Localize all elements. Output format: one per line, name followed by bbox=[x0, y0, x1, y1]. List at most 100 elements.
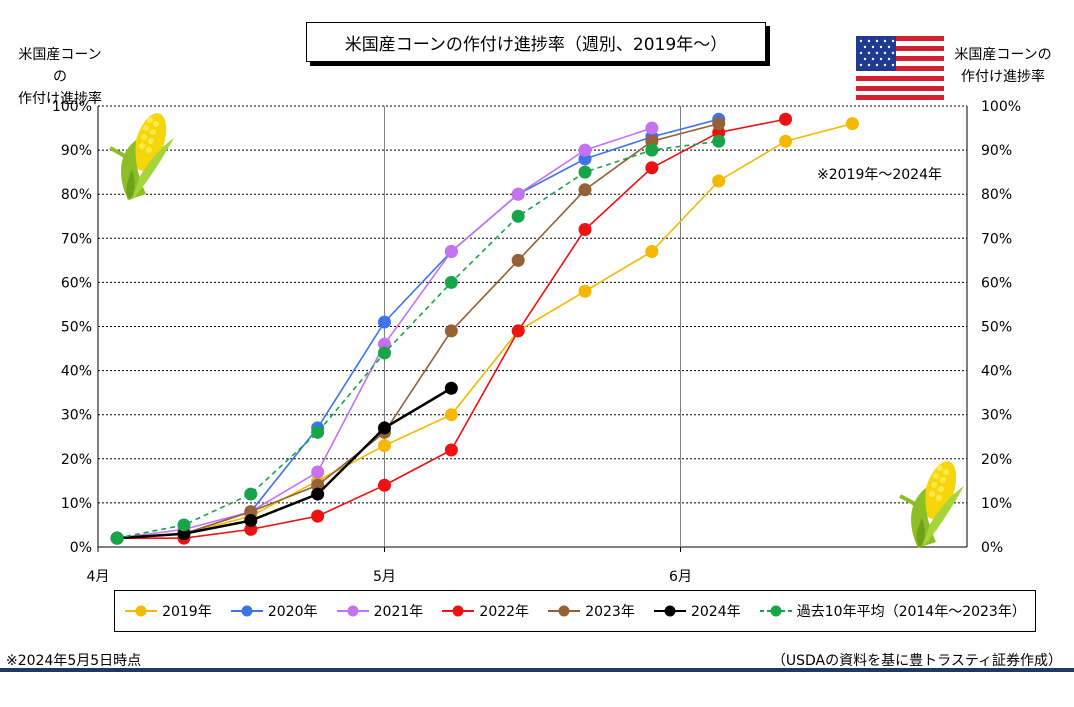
data-point bbox=[578, 183, 592, 197]
corn-icon bbox=[899, 461, 964, 548]
legend-item: 過去10年平均（2014年〜2023年） bbox=[759, 601, 1026, 621]
data-point bbox=[779, 112, 793, 126]
data-point bbox=[311, 509, 325, 523]
y-tick-label-right: 50% bbox=[981, 320, 1012, 336]
y-tick-label-right: 30% bbox=[981, 408, 1012, 424]
legend-swatch bbox=[336, 605, 369, 617]
y-tick-label-left: 50% bbox=[61, 320, 92, 336]
data-point bbox=[377, 315, 391, 329]
series-0 bbox=[110, 117, 859, 545]
y-ticks-left: 0% 10% 20% 30% 40% 50% 60% 70% 80% 90% 100% bbox=[52, 99, 92, 556]
chart-note: ※2019年〜2024年 bbox=[815, 164, 944, 184]
legend-item: 2023年 bbox=[547, 601, 635, 621]
legend-label: 2023年 bbox=[585, 604, 635, 620]
series-4 bbox=[110, 117, 726, 545]
data-point bbox=[645, 143, 659, 157]
series-5 bbox=[110, 381, 458, 545]
legend-label: 2020年 bbox=[267, 604, 318, 620]
data-point bbox=[712, 174, 726, 188]
series-line bbox=[117, 122, 719, 539]
data-point bbox=[311, 465, 325, 479]
data-point bbox=[578, 165, 592, 179]
y-tick-label-right: 80% bbox=[981, 187, 1012, 203]
data-point bbox=[712, 117, 726, 131]
legend-swatch bbox=[230, 605, 263, 617]
series-layer bbox=[110, 112, 859, 545]
data-point bbox=[444, 275, 458, 289]
data-point bbox=[244, 514, 258, 528]
data-point bbox=[511, 253, 525, 267]
data-point bbox=[645, 161, 659, 175]
legend-item: 2024年 bbox=[653, 601, 741, 621]
series-3 bbox=[110, 112, 793, 545]
y-axis-label-right-line1: 米国産コーンの bbox=[954, 47, 1052, 63]
data-point bbox=[578, 284, 592, 298]
data-point bbox=[511, 324, 525, 338]
y-tick-label-left: 30% bbox=[61, 408, 92, 424]
y-axis-label-right-line2: 作付け進捗率 bbox=[961, 69, 1045, 85]
us-flag-icon bbox=[856, 36, 944, 100]
data-point bbox=[645, 245, 659, 259]
series-line bbox=[117, 118, 719, 539]
data-point bbox=[311, 425, 325, 439]
y-axis-label-left-line1: 米国産コーンの bbox=[18, 47, 102, 85]
data-point bbox=[578, 222, 592, 236]
data-point bbox=[444, 381, 458, 395]
legend-item: 2020年 bbox=[230, 601, 318, 621]
series-line bbox=[117, 122, 853, 539]
y-tick-label-left: 70% bbox=[61, 231, 92, 247]
corn-icon bbox=[109, 113, 174, 200]
y-tick-label-left: 10% bbox=[61, 496, 92, 512]
legend-swatch bbox=[125, 605, 158, 617]
y-ticks-right: 0% 10% 20% 30% 40% 50% 60% 70% 80% 90% 100% bbox=[981, 99, 1021, 556]
footer-source: （USDAの資料を基に豊トラスティ証券作成） bbox=[771, 653, 1062, 669]
data-point bbox=[311, 487, 325, 501]
y-tick-label-left: 40% bbox=[61, 364, 92, 380]
y-tick-label-right: 100% bbox=[981, 99, 1021, 115]
y-tick-label-left: 80% bbox=[61, 187, 92, 203]
legend-item: 2022年 bbox=[441, 601, 529, 621]
series-line bbox=[117, 387, 452, 540]
y-axis-label-left-line2: 作付け進捗率 bbox=[18, 91, 102, 107]
y-tick-label-left: 100% bbox=[52, 99, 92, 115]
y-tick-label-right: 40% bbox=[981, 364, 1012, 380]
data-point bbox=[779, 134, 793, 148]
x-tick-label: 4月 bbox=[87, 569, 110, 585]
legend-label: 2019年 bbox=[162, 604, 212, 620]
data-point bbox=[377, 421, 391, 435]
data-point bbox=[444, 443, 458, 457]
legend-item: 2019年 bbox=[124, 601, 212, 621]
legend-swatch bbox=[548, 605, 581, 617]
x-tick-label: 5月 bbox=[373, 569, 396, 585]
y-tick-label-right: 0% bbox=[981, 540, 1003, 556]
data-point bbox=[177, 518, 191, 532]
legend-label: 2021年 bbox=[373, 604, 424, 620]
data-point bbox=[645, 121, 659, 135]
y-tick-label-left: 60% bbox=[61, 275, 92, 291]
x-ticks: 4月 5月 6月 bbox=[87, 547, 692, 585]
legend-label: 2022年 bbox=[479, 604, 530, 620]
legend-label: 過去10年平均（2014年〜2023年） bbox=[796, 604, 1026, 620]
x-tick-label: 6月 bbox=[669, 569, 692, 585]
y-tick-label-left: 20% bbox=[61, 452, 92, 468]
y-tick-label-right: 20% bbox=[981, 452, 1012, 468]
legend-swatch bbox=[653, 605, 686, 617]
data-point bbox=[444, 324, 458, 338]
legend-label: 2024年 bbox=[690, 604, 741, 620]
y-tick-label-right: 90% bbox=[981, 143, 1012, 159]
series-6 bbox=[110, 134, 726, 545]
y-tick-label-left: 0% bbox=[70, 540, 92, 556]
data-point bbox=[712, 134, 726, 148]
legend-item: 2021年 bbox=[336, 601, 424, 621]
chart-title: 米国産コーンの作付け進捗率（週別、2019年〜） bbox=[306, 22, 766, 62]
series-1 bbox=[110, 112, 726, 545]
y-tick-label-right: 60% bbox=[981, 275, 1012, 291]
data-point bbox=[578, 143, 592, 157]
data-point bbox=[377, 439, 391, 453]
data-point bbox=[444, 245, 458, 259]
y-tick-label-right: 70% bbox=[981, 231, 1012, 247]
data-point bbox=[511, 209, 525, 223]
legend-swatch bbox=[759, 605, 792, 617]
data-point bbox=[244, 487, 258, 501]
data-point bbox=[377, 346, 391, 360]
